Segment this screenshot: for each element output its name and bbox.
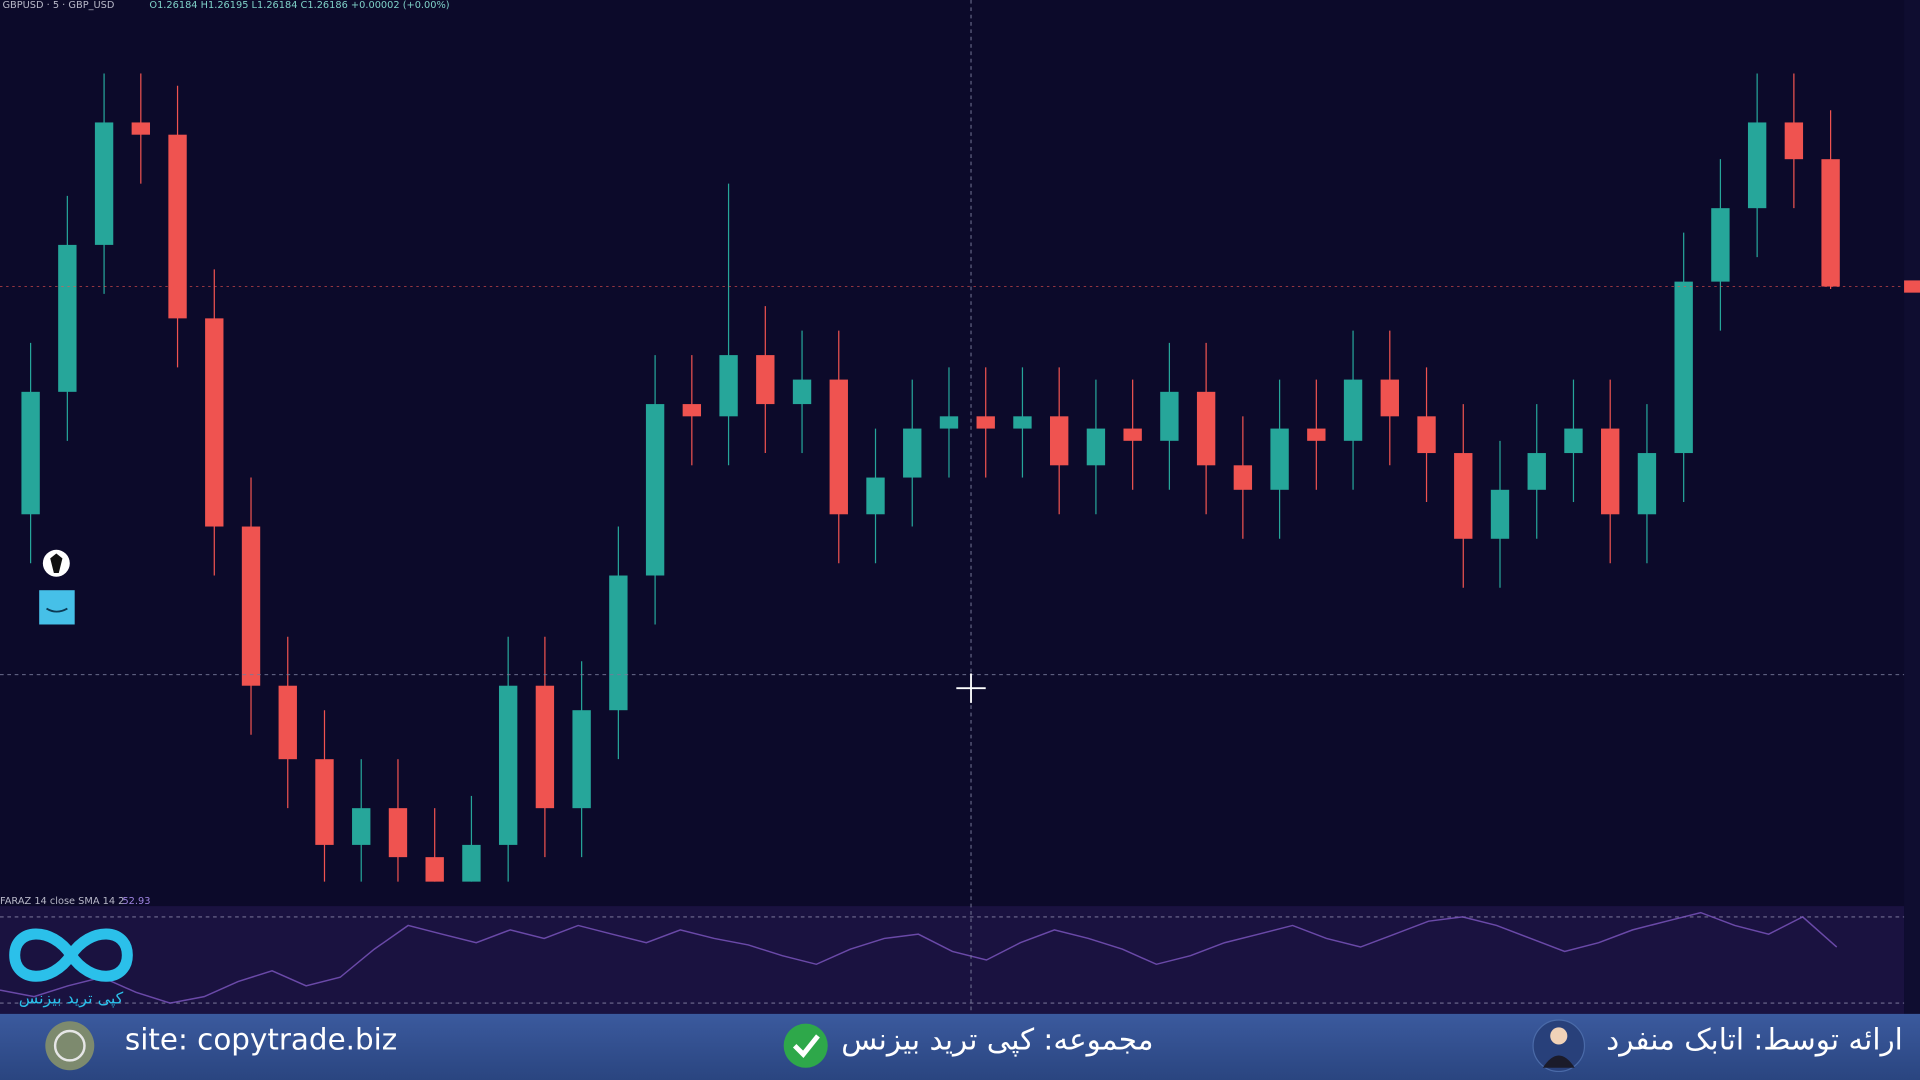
candle-body — [352, 808, 371, 845]
footer-bar — [0, 1013, 1920, 1080]
candle-body — [572, 710, 591, 809]
candle-body — [1013, 416, 1032, 429]
candle-body — [645, 404, 665, 576]
candle-body — [168, 134, 187, 319]
logo: کپی ترید بیزنس — [9, 928, 133, 1009]
candle-body — [94, 122, 114, 245]
candle-body — [1674, 281, 1693, 454]
candle-body — [1417, 416, 1436, 454]
candle-body — [1123, 428, 1142, 441]
candle-body — [131, 122, 150, 135]
avatar-face — [1550, 1027, 1568, 1045]
candle-body — [1564, 428, 1583, 454]
globe-ring — [53, 1029, 86, 1062]
footer-presenter: ارائه توسط: اتابک منفرد — [1606, 1022, 1903, 1056]
symbol: GBPUSD · 5 · GBP_USD — [2, 0, 114, 11]
candle-body — [939, 416, 959, 429]
candle-body — [1821, 159, 1840, 287]
candle-body — [829, 379, 848, 515]
candle-body — [682, 404, 702, 417]
candle-body — [1233, 465, 1253, 490]
candle-body — [1343, 379, 1363, 441]
candle-body — [1490, 489, 1510, 539]
left-toolbar — [39, 549, 75, 625]
candle-body — [756, 355, 775, 405]
tool-square[interactable] — [39, 590, 75, 625]
tool-icon — [46, 607, 68, 613]
candle-body — [1307, 428, 1326, 441]
candle-body — [425, 857, 444, 882]
price-tag — [1904, 280, 1920, 293]
ohlc: O1.26184 H1.26195 L1.26184 C1.26186 +0.0… — [149, 0, 449, 11]
candle-body — [315, 759, 334, 845]
logo-text: کپی ترید بیزنس — [19, 989, 124, 1009]
plot — [0, 73, 1920, 1004]
pen-icon — [50, 553, 63, 574]
candle-body — [1050, 416, 1069, 466]
candle-body — [1711, 208, 1730, 282]
candle-body — [609, 575, 628, 711]
footer-collection: مجموعه: کپی ترید بیزنس — [841, 1022, 1153, 1057]
candle-body — [1454, 453, 1473, 539]
candle-body — [1380, 379, 1399, 417]
candle-body — [21, 391, 40, 515]
globe-icon — [45, 1021, 95, 1071]
cursor — [956, 673, 986, 703]
candle-body — [205, 318, 224, 527]
candle-body — [58, 244, 77, 392]
footer-site[interactable]: site: copytrade.biz — [125, 1022, 397, 1056]
candle-body — [1637, 453, 1657, 515]
candle-body — [1160, 391, 1179, 441]
candle-body — [1747, 122, 1767, 209]
candle-body — [1270, 428, 1289, 490]
candle-body — [792, 379, 812, 405]
avatar-body — [1542, 1055, 1575, 1068]
candle-body — [903, 428, 922, 478]
candle-body — [462, 844, 481, 882]
candle-body — [719, 355, 738, 417]
check-icon — [783, 1023, 828, 1068]
candle-body — [1196, 391, 1216, 466]
candle-body — [1527, 453, 1546, 490]
candle-body — [535, 685, 555, 809]
candle-body — [278, 685, 297, 760]
price-axis — [1904, 0, 1920, 1014]
logo-mark — [9, 928, 133, 982]
candle-body — [1086, 428, 1106, 466]
indicator-label: FARAZ 14 close SMA 14 2 — [0, 896, 124, 907]
indicator-value: 52.93 — [122, 896, 150, 907]
candle-body — [976, 416, 995, 429]
check-mark — [792, 1034, 820, 1058]
avatar — [1532, 1019, 1586, 1073]
indicator-line — [0, 911, 1838, 1004]
candle-body — [498, 685, 518, 845]
candle-body — [1784, 122, 1804, 160]
candle-body — [241, 526, 261, 686]
candle-body — [1601, 428, 1620, 515]
indicator-pane — [0, 906, 1905, 1014]
candle-body — [388, 808, 408, 858]
candle-body — [866, 477, 885, 515]
